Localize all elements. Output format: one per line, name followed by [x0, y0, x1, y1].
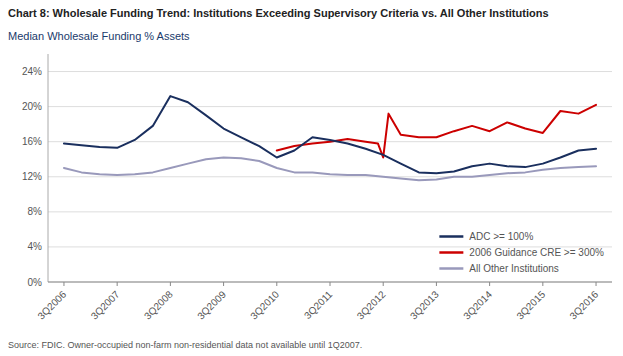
x-tick-label: 3Q2010 — [248, 288, 281, 321]
subtitle: Median Wholesale Funding % Assets — [8, 30, 190, 42]
y-tick-label: 12% — [22, 171, 42, 182]
x-tick — [489, 282, 490, 286]
x-tick — [276, 282, 277, 286]
x-tick-label: 3Q2009 — [195, 288, 228, 321]
x-tick-label: 3Q2016 — [568, 288, 601, 321]
series-line — [277, 105, 596, 158]
annotation: Source: FDIC. Owner-occupied non-farm no… — [8, 340, 362, 350]
x-tick-label: 3Q2013 — [408, 288, 441, 321]
legend-swatch — [439, 267, 463, 270]
y-tick-label: 16% — [22, 136, 42, 147]
plot-area — [64, 96, 596, 180]
x-tick — [436, 282, 437, 286]
y-tick-label: 8% — [28, 206, 43, 217]
x-tick-label: 3Q2008 — [142, 288, 175, 321]
x-tick — [542, 282, 543, 286]
legend-label: All Other Institutions — [469, 263, 558, 274]
y-axis-line — [48, 54, 49, 282]
x-tick — [330, 282, 331, 286]
x-tick-label: 3Q2006 — [35, 288, 68, 321]
grid-line — [48, 211, 612, 212]
x-tick — [223, 282, 224, 286]
legend-swatch — [439, 235, 463, 238]
series-line — [64, 157, 596, 180]
y-tick-label: 4% — [28, 241, 43, 252]
title: Chart 8: Wholesale Funding Trend: Instit… — [8, 7, 549, 19]
y-tick-label: 24% — [22, 66, 42, 77]
x-tick — [596, 282, 597, 286]
y-tick-label: 0% — [28, 277, 43, 288]
grid-line — [48, 106, 612, 107]
legend: ADC >= 100% 2006 Guidance CRE >= 300% All … — [439, 231, 604, 274]
x-tick — [383, 282, 384, 286]
x-tick-label: 3Q2012 — [355, 288, 388, 321]
legend-label: 2006 Guidance CRE >= 300% — [469, 247, 604, 258]
legend-label: ADC >= 100% — [469, 231, 533, 242]
x-tick-label: 3Q2011 — [302, 288, 335, 321]
x-tick-label: 3Q2007 — [89, 288, 122, 321]
x-tick — [63, 282, 64, 286]
x-tick — [170, 282, 171, 286]
x-tick-label: 3Q2015 — [514, 288, 547, 321]
x-tick — [117, 282, 118, 286]
x-tick-label: 3Q2014 — [461, 288, 494, 321]
y-tick-label: 20% — [22, 101, 42, 112]
legend-swatch — [439, 251, 463, 254]
grid-line — [48, 176, 612, 177]
chart: Chart 8: Wholesale Funding Trend: Instit… — [0, 0, 623, 356]
series-line — [64, 96, 596, 173]
grid-line — [48, 71, 612, 72]
